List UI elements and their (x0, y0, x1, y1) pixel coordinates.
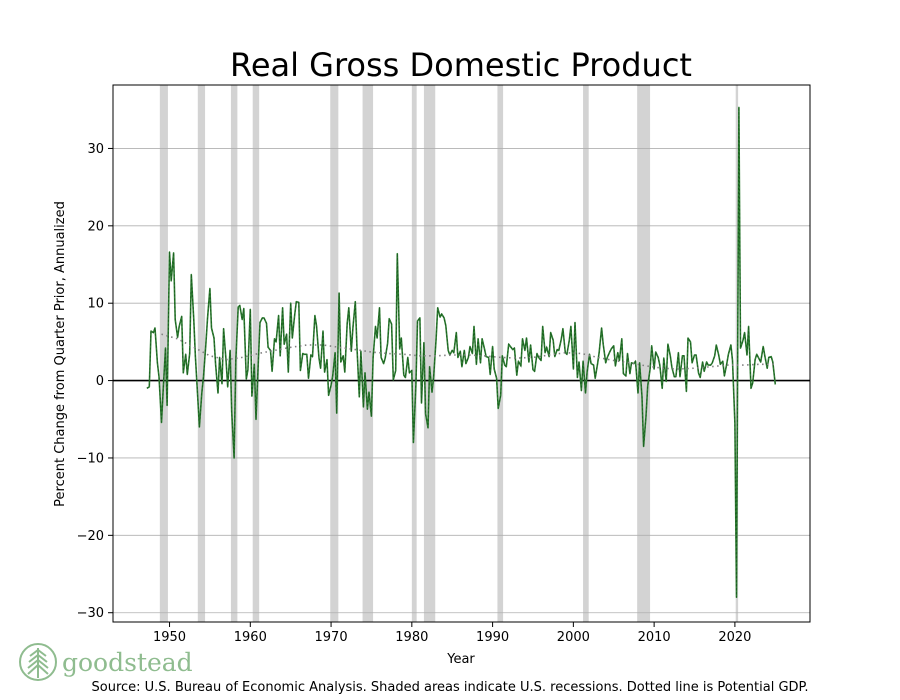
y-tick-label: 20 (87, 219, 104, 234)
recession-band (159, 85, 168, 622)
y-axis-label: Percent Change from Quarter Prior, Annua… (53, 201, 68, 507)
x-tick-label: 1980 (395, 630, 428, 645)
chart-title: Real Gross Domestic Product (230, 46, 692, 84)
x-axis: 1950 1960 1970 1980 1990 2000 2010 2020 (153, 622, 751, 645)
gdp-growth-dots (146, 107, 776, 598)
recession-band (411, 85, 417, 622)
y-tick-label: 30 (87, 142, 104, 157)
x-tick-label: 1970 (315, 630, 348, 645)
source-note: Source: U.S. Bureau of Economic Analysis… (91, 680, 809, 695)
gridlines (113, 148, 810, 614)
series-lines (146, 106, 777, 599)
x-tick-label: 2010 (638, 630, 671, 645)
x-tick-label: 1990 (476, 630, 509, 645)
recession-band (423, 85, 436, 622)
recession-band (583, 85, 589, 622)
y-tick-label: −10 (77, 451, 104, 466)
y-tick-label: 10 (87, 297, 104, 312)
x-tick-label: 1950 (153, 630, 186, 645)
logo-text: goodstead (62, 647, 193, 677)
y-tick-label: 0 (96, 374, 104, 389)
y-axis: −30 −20 −10 0 10 20 30 (77, 142, 113, 621)
x-axis-label: Year (446, 652, 475, 667)
recession-band (230, 85, 238, 622)
x-tick-label: 2020 (718, 630, 751, 645)
potential-gdp-line (161, 333, 776, 370)
x-tick-label: 2000 (557, 630, 590, 645)
y-tick-label: −20 (77, 529, 104, 544)
tree-logo-icon (19, 643, 57, 681)
plot-frame (112, 84, 811, 623)
recession-band (497, 85, 504, 622)
x-tick-label: 1960 (234, 630, 267, 645)
gdp-growth-line (146, 106, 777, 599)
recession-band (197, 85, 206, 622)
recession-band (637, 85, 651, 622)
recession-band (362, 85, 374, 622)
y-tick-label: −30 (77, 606, 104, 621)
brand-logo: goodstead (18, 642, 193, 682)
